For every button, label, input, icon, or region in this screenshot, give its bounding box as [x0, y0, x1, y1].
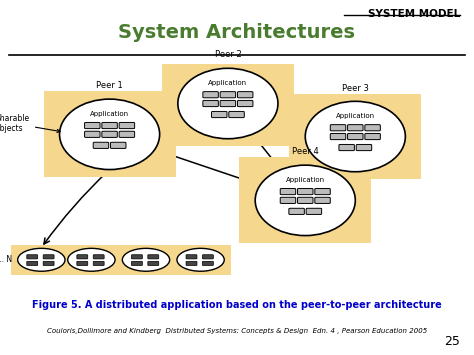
FancyBboxPatch shape	[220, 92, 236, 98]
FancyBboxPatch shape	[131, 255, 142, 259]
FancyBboxPatch shape	[93, 261, 104, 266]
Text: Peer 1: Peer 1	[96, 81, 123, 90]
FancyBboxPatch shape	[119, 122, 135, 129]
FancyBboxPatch shape	[203, 92, 219, 98]
FancyBboxPatch shape	[347, 125, 363, 131]
FancyBboxPatch shape	[11, 245, 72, 274]
FancyBboxPatch shape	[102, 131, 118, 137]
FancyBboxPatch shape	[280, 197, 296, 203]
Text: Application: Application	[286, 177, 325, 183]
Text: Peers 5 .... N: Peers 5 .... N	[0, 255, 12, 264]
FancyBboxPatch shape	[119, 131, 135, 137]
Ellipse shape	[60, 99, 160, 170]
FancyBboxPatch shape	[298, 197, 313, 203]
FancyBboxPatch shape	[110, 142, 126, 148]
FancyBboxPatch shape	[131, 261, 142, 266]
FancyBboxPatch shape	[93, 255, 104, 259]
FancyBboxPatch shape	[365, 125, 380, 131]
FancyBboxPatch shape	[356, 144, 372, 151]
FancyBboxPatch shape	[148, 255, 159, 259]
FancyBboxPatch shape	[330, 133, 346, 140]
FancyBboxPatch shape	[93, 142, 109, 148]
FancyBboxPatch shape	[27, 261, 38, 266]
FancyBboxPatch shape	[237, 92, 253, 98]
FancyBboxPatch shape	[162, 61, 294, 146]
Circle shape	[177, 248, 224, 271]
FancyBboxPatch shape	[77, 255, 88, 259]
FancyBboxPatch shape	[43, 255, 54, 259]
FancyBboxPatch shape	[84, 122, 100, 129]
FancyBboxPatch shape	[202, 261, 213, 266]
FancyBboxPatch shape	[186, 261, 197, 266]
Circle shape	[122, 248, 170, 271]
FancyBboxPatch shape	[306, 208, 322, 214]
FancyBboxPatch shape	[61, 245, 122, 274]
FancyBboxPatch shape	[280, 189, 296, 195]
Text: Figure 5. A distributed application based on the peer-to-peer architecture: Figure 5. A distributed application base…	[32, 300, 442, 310]
FancyBboxPatch shape	[289, 94, 421, 179]
Circle shape	[18, 248, 65, 271]
FancyBboxPatch shape	[102, 122, 118, 129]
Ellipse shape	[305, 101, 405, 172]
FancyBboxPatch shape	[229, 111, 244, 118]
FancyBboxPatch shape	[365, 133, 380, 140]
FancyBboxPatch shape	[170, 245, 231, 274]
FancyBboxPatch shape	[84, 131, 100, 137]
FancyBboxPatch shape	[237, 100, 253, 106]
Text: System Architectures: System Architectures	[118, 23, 356, 42]
FancyBboxPatch shape	[148, 261, 159, 266]
FancyBboxPatch shape	[202, 255, 213, 259]
FancyBboxPatch shape	[289, 208, 304, 214]
FancyBboxPatch shape	[77, 261, 88, 266]
Text: Sharable
objects: Sharable objects	[0, 114, 60, 133]
FancyBboxPatch shape	[298, 189, 313, 195]
FancyBboxPatch shape	[220, 100, 236, 106]
Text: Peer 3: Peer 3	[342, 83, 369, 93]
Text: 25: 25	[444, 335, 460, 348]
FancyBboxPatch shape	[27, 255, 38, 259]
FancyBboxPatch shape	[339, 144, 355, 151]
FancyBboxPatch shape	[211, 111, 227, 118]
Ellipse shape	[255, 165, 356, 236]
Text: Application: Application	[336, 113, 375, 119]
FancyBboxPatch shape	[43, 261, 54, 266]
Text: SYSTEM MODEL: SYSTEM MODEL	[367, 9, 460, 19]
FancyBboxPatch shape	[347, 133, 363, 140]
FancyBboxPatch shape	[186, 255, 197, 259]
Text: Application: Application	[209, 80, 247, 86]
Ellipse shape	[178, 68, 278, 139]
FancyBboxPatch shape	[44, 91, 175, 177]
Circle shape	[68, 248, 115, 271]
Text: Peer 4: Peer 4	[292, 147, 319, 156]
Text: Couloris,Dollimore and Kindberg  Distributed Systems: Concepts & Design  Edn. 4 : Couloris,Dollimore and Kindberg Distribu…	[47, 328, 427, 334]
FancyBboxPatch shape	[239, 158, 371, 243]
FancyBboxPatch shape	[330, 125, 346, 131]
FancyBboxPatch shape	[315, 189, 330, 195]
FancyBboxPatch shape	[315, 197, 330, 203]
FancyBboxPatch shape	[203, 100, 219, 106]
Text: Peer 2: Peer 2	[215, 50, 241, 60]
Text: Application: Application	[90, 111, 129, 117]
FancyBboxPatch shape	[116, 245, 176, 274]
